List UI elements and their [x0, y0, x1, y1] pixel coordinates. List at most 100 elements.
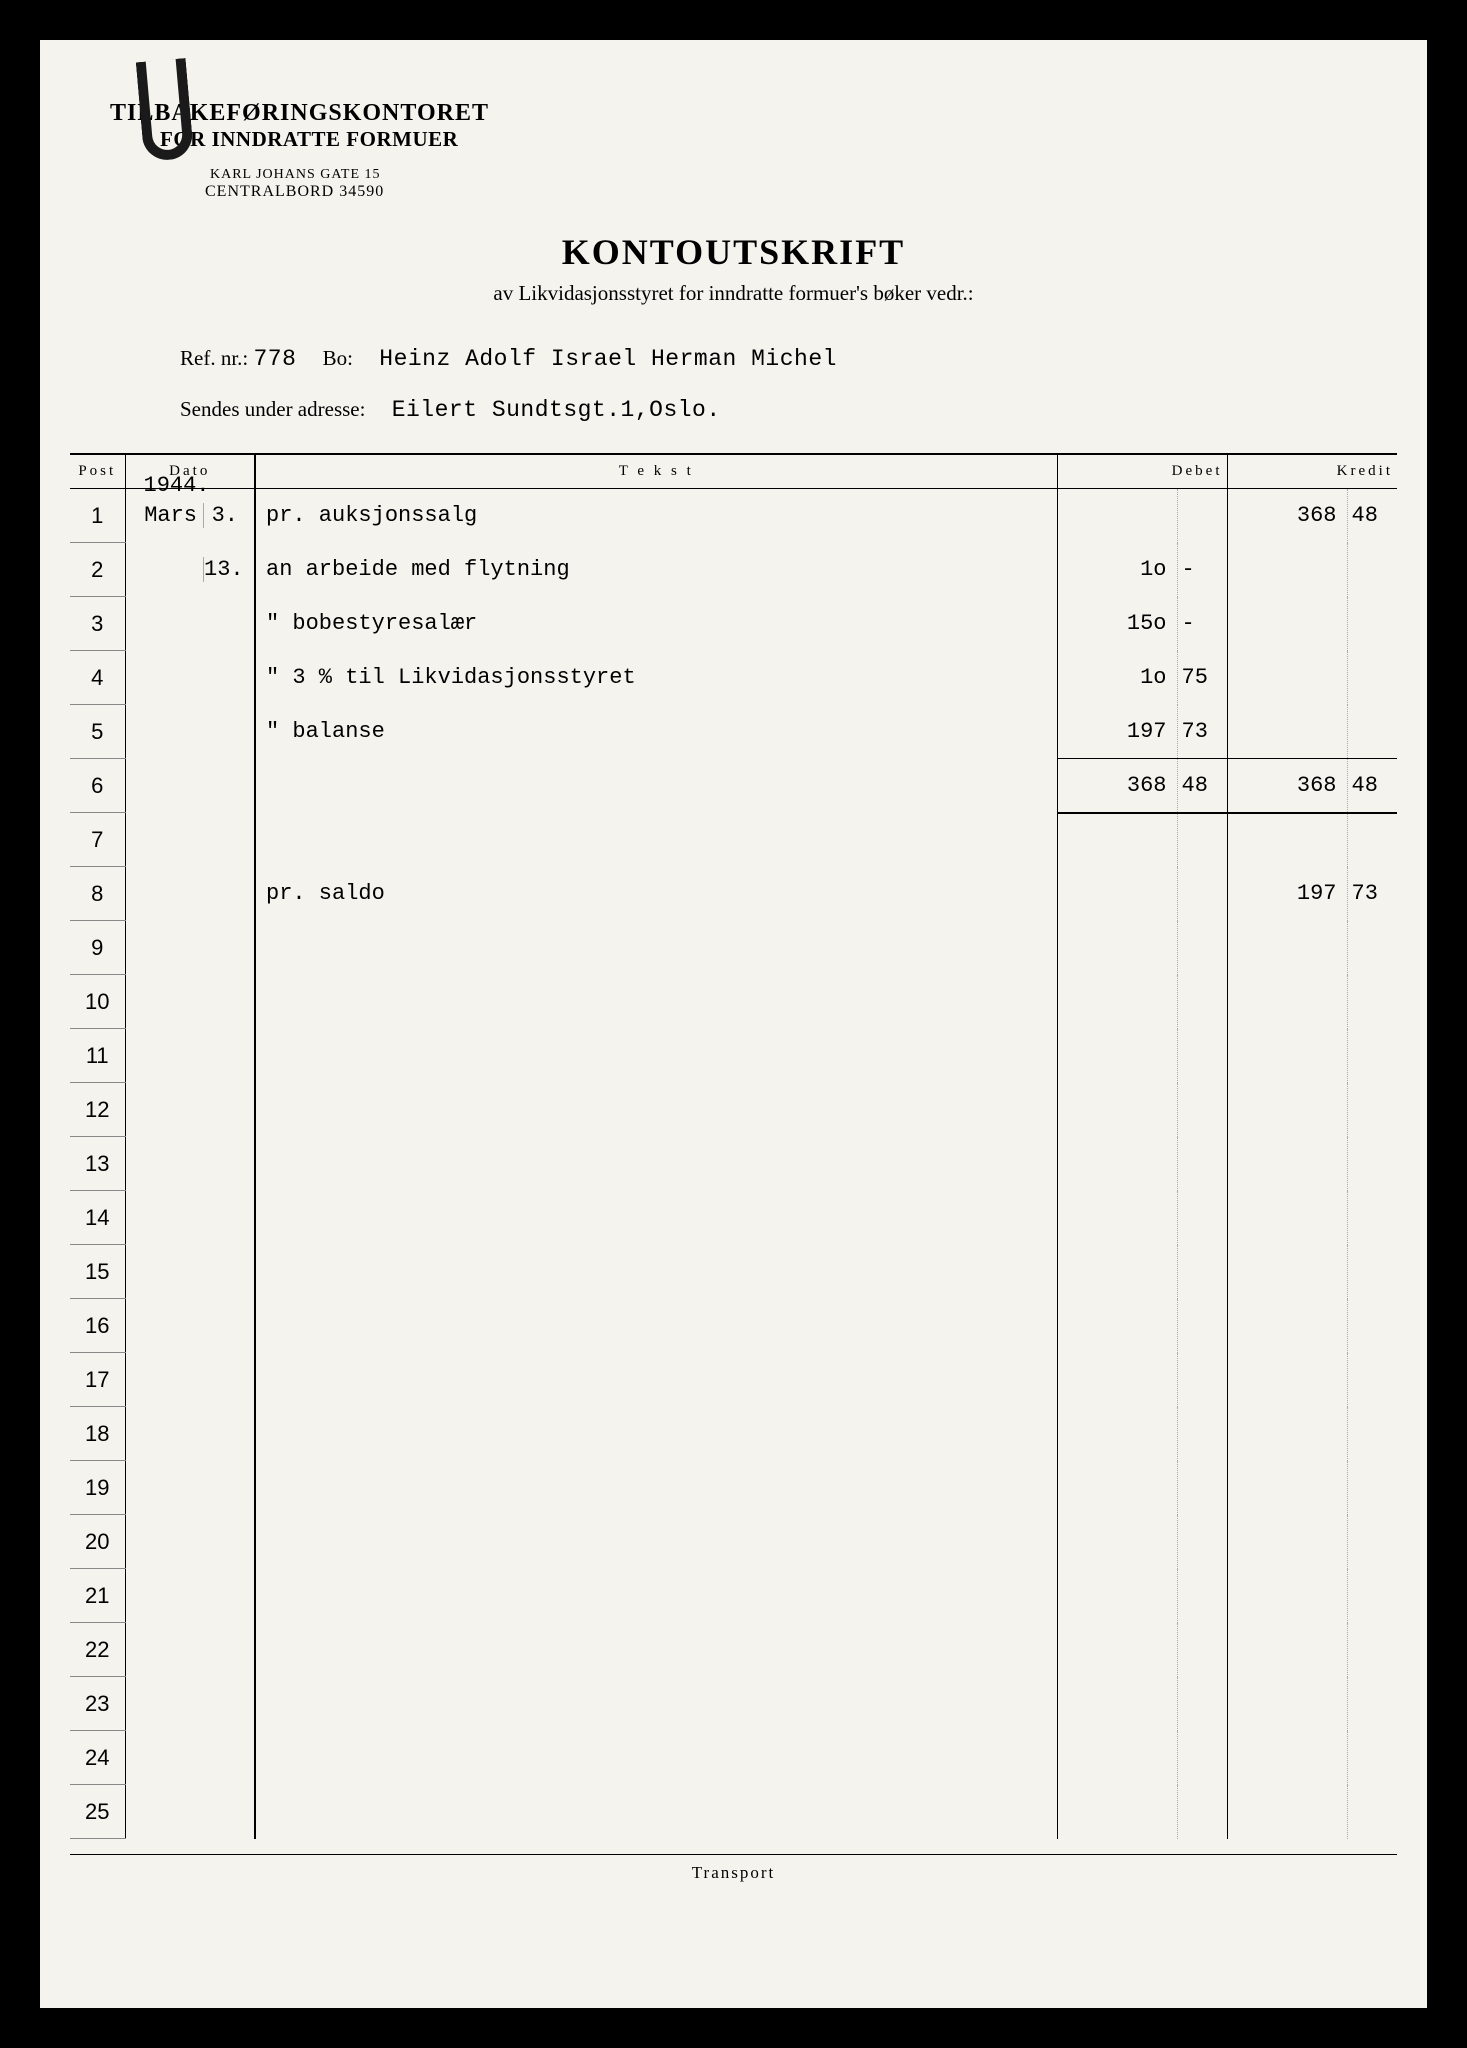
- table-row: 11944.Mars3.pr. auksjonssalg36848: [70, 489, 1397, 543]
- post-number: 12: [70, 1083, 125, 1137]
- kredit-dec: [1347, 1569, 1397, 1623]
- table-row: 12: [70, 1083, 1397, 1137]
- org-name-line2: FOR INNDRATTE FORMUER: [160, 127, 1397, 152]
- table-row: 20: [70, 1515, 1397, 1569]
- kredit-dec: [1347, 1515, 1397, 1569]
- post-number: 1: [70, 489, 125, 543]
- kredit-dec: [1347, 1731, 1397, 1785]
- tekst-cell: " balanse: [255, 705, 1057, 759]
- kredit-int: [1227, 597, 1347, 651]
- kredit-dec: 73: [1347, 867, 1397, 921]
- paper-clip-icon: [136, 58, 195, 162]
- debet-int: [1057, 813, 1177, 867]
- dato-cell: [125, 1137, 255, 1191]
- dato-cell: [125, 1029, 255, 1083]
- debet-int: 1o: [1057, 543, 1177, 597]
- post-number: 11: [70, 1029, 125, 1083]
- kredit-int: [1227, 1191, 1347, 1245]
- kredit-dec: 48: [1347, 759, 1397, 813]
- kredit-int: 368: [1227, 759, 1347, 813]
- tekst-cell: an arbeide med flytning: [255, 543, 1057, 597]
- table-row: 5" balanse19773: [70, 705, 1397, 759]
- debet-int: 197: [1057, 705, 1177, 759]
- address-line1: KARL JOHANS GATE 15: [210, 167, 1397, 183]
- kredit-int: [1227, 1137, 1347, 1191]
- debet-dec: 75: [1177, 651, 1227, 705]
- kredit-int: [1227, 1461, 1347, 1515]
- kredit-int: [1227, 1407, 1347, 1461]
- post-number: 7: [70, 813, 125, 867]
- debet-dec: [1177, 489, 1227, 543]
- kredit-dec: [1347, 1623, 1397, 1677]
- table-row: 13: [70, 1137, 1397, 1191]
- table-row: 25: [70, 1785, 1397, 1839]
- dato-cell: [125, 1515, 255, 1569]
- dato-cell: [125, 867, 255, 921]
- debet-int: [1057, 975, 1177, 1029]
- kredit-dec: [1347, 921, 1397, 975]
- tekst-cell: [255, 759, 1057, 813]
- tekst-cell: [255, 1731, 1057, 1785]
- kredit-dec: [1347, 1191, 1397, 1245]
- tekst-cell: [255, 1353, 1057, 1407]
- kredit-int: [1227, 1083, 1347, 1137]
- tekst-cell: [255, 1083, 1057, 1137]
- dato-cell: [125, 1299, 255, 1353]
- debet-int: [1057, 1731, 1177, 1785]
- debet-int: 1o: [1057, 651, 1177, 705]
- kredit-dec: [1347, 705, 1397, 759]
- debet-int: [1057, 1623, 1177, 1677]
- kredit-dec: [1347, 975, 1397, 1029]
- ledger-table: Post Dato T e k s t Debet Kredit 11944.M…: [70, 453, 1397, 1839]
- header-tekst: T e k s t: [255, 454, 1057, 489]
- tekst-cell: [255, 975, 1057, 1029]
- debet-int: 15o: [1057, 597, 1177, 651]
- dato-cell: [125, 759, 255, 813]
- tekst-cell: [255, 1461, 1057, 1515]
- debet-int: [1057, 1245, 1177, 1299]
- debet-dec: [1177, 1353, 1227, 1407]
- debet-int: [1057, 1083, 1177, 1137]
- table-row: 8pr. saldo19773: [70, 867, 1397, 921]
- post-number: 8: [70, 867, 125, 921]
- tekst-cell: [255, 1569, 1057, 1623]
- header-kredit: Kredit: [1227, 454, 1397, 489]
- kredit-dec: [1347, 1407, 1397, 1461]
- debet-int: [1057, 1569, 1177, 1623]
- document-title: KONTOUTSKRIFT: [70, 231, 1397, 273]
- kredit-int: [1227, 1731, 1347, 1785]
- dato-cell: [125, 1731, 255, 1785]
- kredit-int: 368: [1227, 489, 1347, 543]
- addr-label: Sendes under adresse:: [180, 397, 365, 421]
- dato-cell: [125, 921, 255, 975]
- debet-dec: [1177, 1407, 1227, 1461]
- kredit-int: [1227, 1623, 1347, 1677]
- tekst-cell: [255, 1623, 1057, 1677]
- debet-dec: [1177, 1569, 1227, 1623]
- document-page: TILBAKEFØRINGSKONTORET FOR INNDRATTE FOR…: [40, 40, 1427, 2008]
- kredit-dec: [1347, 1785, 1397, 1839]
- kredit-dec: [1347, 1353, 1397, 1407]
- table-row: 21: [70, 1569, 1397, 1623]
- debet-dec: [1177, 813, 1227, 867]
- post-number: 17: [70, 1353, 125, 1407]
- dato-cell: [125, 1245, 255, 1299]
- debet-dec: [1177, 1137, 1227, 1191]
- tekst-cell: [255, 1785, 1057, 1839]
- post-number: 2: [70, 543, 125, 597]
- dato-cell: [125, 705, 255, 759]
- debet-dec: [1177, 921, 1227, 975]
- table-header-row: Post Dato T e k s t Debet Kredit: [70, 454, 1397, 489]
- debet-int: [1057, 1677, 1177, 1731]
- ref-value: 778: [254, 346, 297, 372]
- post-number: 16: [70, 1299, 125, 1353]
- debet-dec: [1177, 1677, 1227, 1731]
- kredit-int: [1227, 705, 1347, 759]
- table-row: 9: [70, 921, 1397, 975]
- post-number: 10: [70, 975, 125, 1029]
- table-row: 213.an arbeide med flytning1o-: [70, 543, 1397, 597]
- address-line2: CENTRALBORD 34590: [205, 183, 1397, 201]
- tekst-cell: " 3 % til Likvidasjonsstyret: [255, 651, 1057, 705]
- post-number: 15: [70, 1245, 125, 1299]
- debet-int: [1057, 1407, 1177, 1461]
